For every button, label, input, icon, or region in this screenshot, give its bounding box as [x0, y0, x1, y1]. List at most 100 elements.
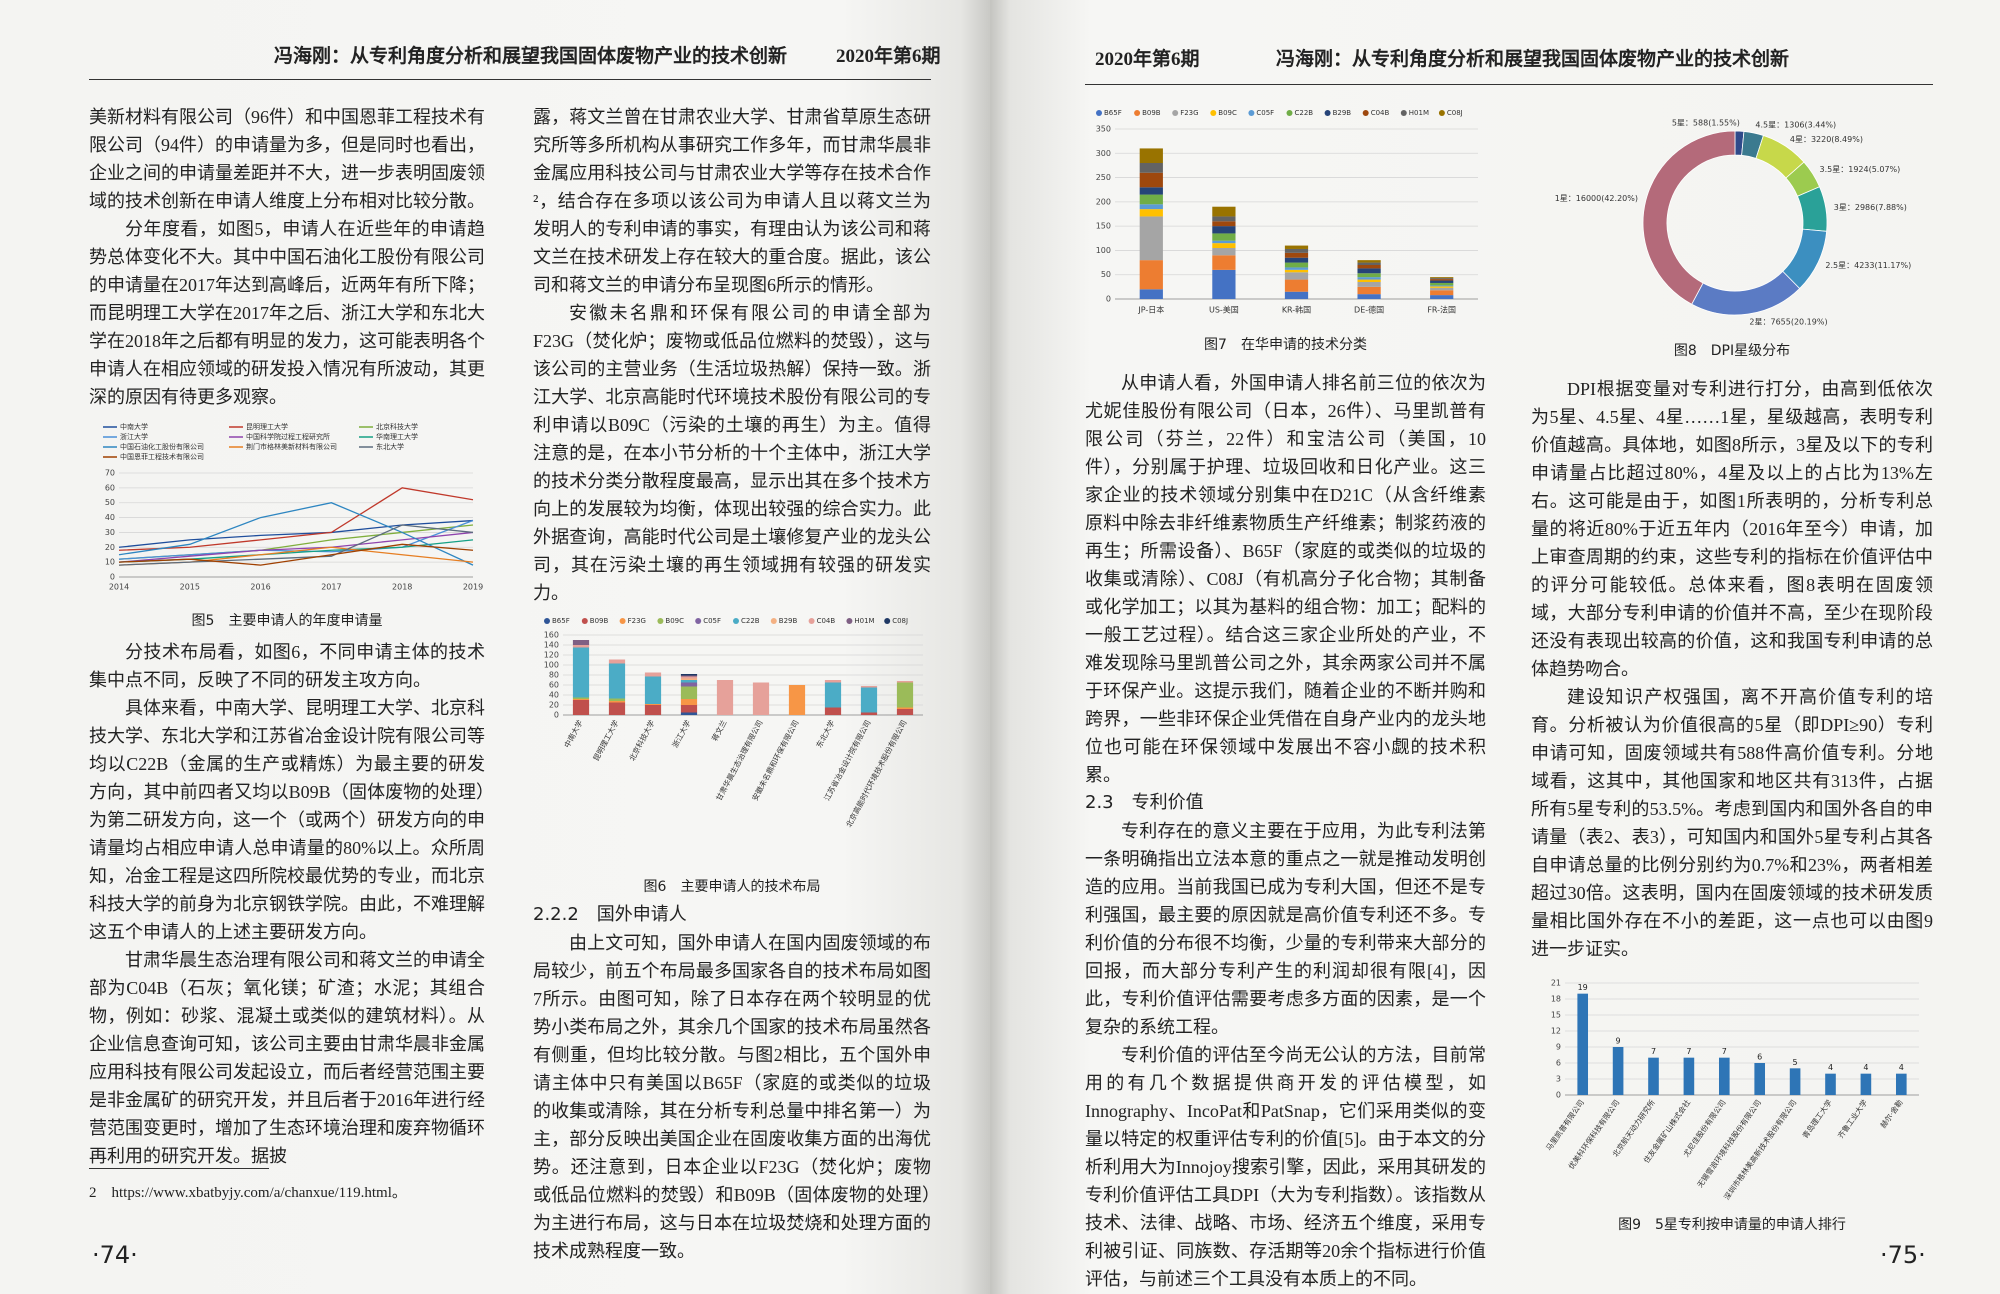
y-tick-label: 6	[1556, 1059, 1561, 1068]
bar-segment	[1357, 273, 1381, 278]
column: 美新材料有限公司（96件）和中国恩菲工程技术有限公司（94件）的申请量为多，但是…	[89, 103, 485, 1170]
data-label: 5	[1793, 1058, 1798, 1067]
x-tick-label: KR-韩国	[1282, 305, 1311, 315]
bar-segment	[1430, 279, 1454, 281]
x-tick-label: 东北大学	[814, 718, 837, 750]
bar-segment	[1212, 233, 1236, 241]
legend-swatch	[808, 618, 815, 624]
legend-swatch	[1400, 110, 1407, 116]
bar-segment	[860, 712, 878, 715]
bar-segment	[1284, 279, 1309, 292]
bar-segment	[824, 680, 842, 683]
bar-segment	[680, 712, 698, 715]
figure-caption: 图8 DPI星级分布	[1673, 343, 1791, 359]
bar-segment	[1430, 290, 1454, 296]
legend-swatch	[1438, 110, 1445, 116]
bar-segment	[1212, 206, 1236, 217]
bar-segment	[1139, 260, 1163, 290]
figure: B65F B09B F23G B09C C05F C22B B29B C04B H01M C08J…	[544, 617, 923, 829]
x-tick-label: 2017	[321, 583, 341, 592]
footnote-rule	[89, 1168, 269, 1169]
data-label: 3.5星：1924(5.07%)	[1820, 165, 1901, 174]
y-tick-label: 0	[1556, 1091, 1561, 1100]
bar-segment	[644, 676, 662, 704]
bar	[1895, 1073, 1907, 1095]
x-tick-label: FR-法国	[1427, 305, 1456, 315]
bar-segment	[1139, 163, 1163, 173]
legend-swatch	[1324, 110, 1331, 116]
y-tick-label: 12	[1551, 1027, 1561, 1036]
y-tick-label: 200	[1096, 197, 1111, 206]
x-tick-label: 2015	[180, 583, 200, 592]
bar-segment	[572, 699, 590, 700]
bar-segment	[1139, 204, 1163, 210]
y-tick-label: 18	[1551, 995, 1561, 1004]
legend-label: F23G	[628, 617, 646, 625]
legend-label: B29B	[1333, 109, 1352, 117]
bar-segment	[1357, 286, 1381, 295]
x-tick-label: US-美国	[1209, 305, 1239, 315]
legend-swatch	[1134, 110, 1141, 116]
legend-label: 东北大学	[376, 442, 404, 451]
bar-segment	[896, 682, 914, 708]
bar-segment	[680, 682, 698, 687]
y-tick-label: 250	[1096, 173, 1111, 182]
x-tick-label: 蒋文兰	[709, 718, 729, 743]
legend-label: B65F	[1104, 109, 1122, 117]
y-tick-label: 50	[105, 498, 115, 507]
data-label: 9	[1616, 1037, 1621, 1046]
bar-segment	[1212, 226, 1236, 234]
x-tick-label: 深圳市格林美高新技术股份有限公司	[1721, 1098, 1798, 1202]
legend-swatch	[581, 618, 588, 624]
bar-segment	[1357, 260, 1381, 263]
bar-segment	[1212, 243, 1236, 248]
paragraph: 专利价值的评估至今尚无公认的方法，目前常用的有几个数据提供商开发的评估模型，如I…	[1085, 1045, 1486, 1289]
bar-segment	[1212, 240, 1236, 244]
x-tick-label: 赫尔·舍勒	[1878, 1098, 1905, 1130]
x-tick-label: 2014	[109, 583, 129, 592]
bar-segment	[572, 700, 590, 715]
legend-label: B65F	[552, 617, 570, 625]
bar	[1860, 1073, 1872, 1095]
x-tick-label: 马里凯普有限公司	[1543, 1098, 1586, 1153]
bar-segment	[680, 699, 698, 705]
bar-segment	[1212, 255, 1236, 270]
bar-segment	[1430, 286, 1454, 288]
figure: 5星：588(1.55%) 4.5星：1306(3.44%) 4星：3220(8.4…	[1555, 119, 1912, 327]
data-label: 2.5星：4233(11.17%)	[1825, 261, 1911, 270]
bar-segment	[1212, 221, 1236, 227]
bar-segment	[1357, 262, 1381, 265]
y-tick-label: 20	[549, 701, 559, 710]
y-tick-label: 300	[1096, 149, 1111, 158]
data-label: 4	[1863, 1063, 1868, 1072]
bar-segment	[1357, 268, 1381, 274]
y-tick-label: 3	[1556, 1075, 1561, 1084]
y-tick-label: 140	[544, 641, 559, 650]
bar-segment	[1284, 248, 1309, 253]
line-series	[118, 519, 474, 548]
bar-segment	[824, 682, 842, 708]
legend-label: B09B	[590, 617, 609, 625]
x-tick-label: 2018	[392, 583, 412, 592]
bar-segment	[680, 674, 698, 676]
legend-label: B29B	[779, 617, 798, 625]
y-tick-label: 0	[554, 711, 559, 720]
legend-swatch	[695, 618, 702, 624]
bar-segment	[788, 685, 806, 715]
data-label: 7	[1722, 1047, 1727, 1056]
bar-segment	[1357, 279, 1381, 282]
legend-label: C05F	[1256, 109, 1274, 117]
line-series	[118, 487, 474, 551]
legend-label: 华南理工大学	[376, 432, 418, 441]
page-number: ·75·	[1880, 1241, 1926, 1269]
legend-label: H01M	[854, 617, 874, 625]
bar-segment	[896, 681, 914, 683]
issue: 2020年第6期	[836, 46, 941, 67]
donut-slice	[1691, 270, 1801, 316]
bar-segment	[680, 686, 698, 699]
bar	[1577, 993, 1589, 1095]
y-tick-label: 70	[105, 469, 115, 478]
bar-segment	[1284, 262, 1309, 268]
page-number: ·74·	[92, 1241, 138, 1269]
y-tick-label: 60	[105, 483, 115, 492]
